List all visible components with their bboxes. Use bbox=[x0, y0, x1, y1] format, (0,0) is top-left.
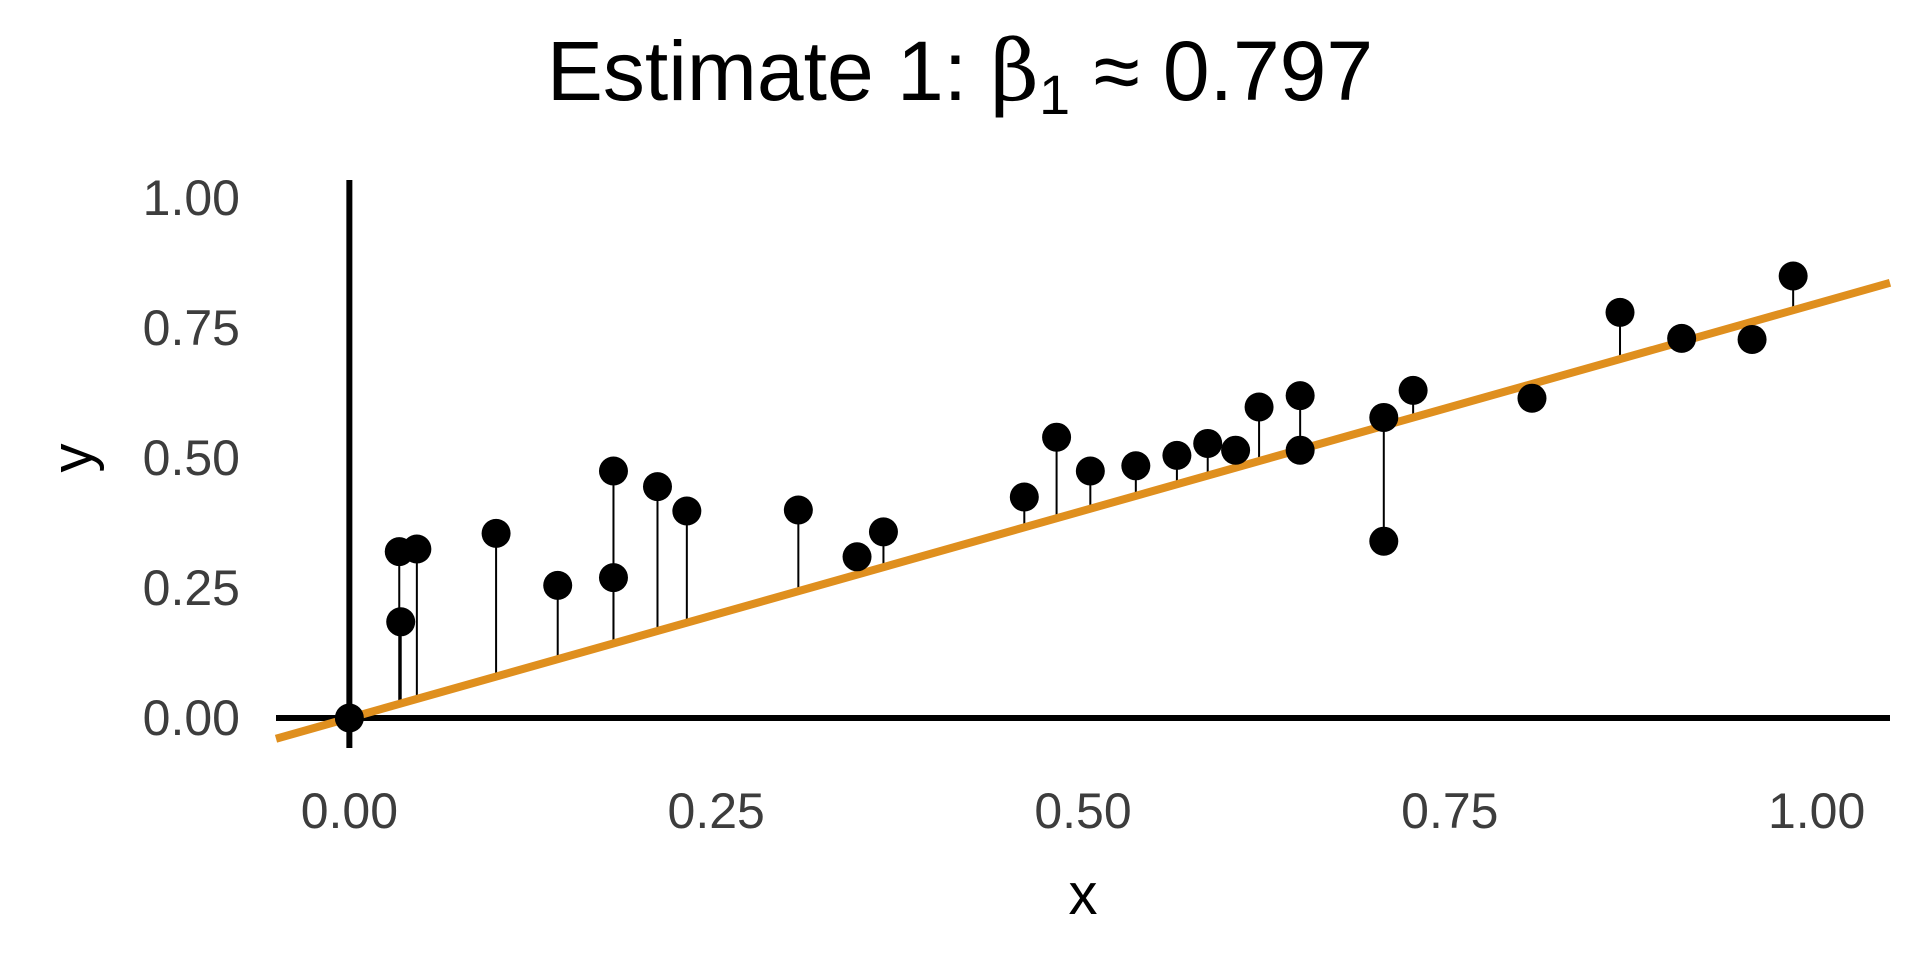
x-axis-title: x bbox=[1069, 862, 1098, 927]
data-point-29 bbox=[1737, 324, 1767, 354]
data-point-18 bbox=[1193, 428, 1223, 458]
chart-title-subscript: 1 bbox=[1039, 63, 1070, 126]
data-point-15 bbox=[1075, 456, 1105, 486]
data-point-10 bbox=[783, 495, 813, 525]
y-tick-label: 0.25 bbox=[143, 560, 240, 616]
data-point-17 bbox=[1162, 440, 1192, 470]
x-tick-label: 0.50 bbox=[1034, 783, 1131, 839]
data-point-12 bbox=[868, 517, 898, 547]
data-point-11 bbox=[842, 542, 872, 572]
y-tick-label: 0.50 bbox=[143, 430, 240, 486]
x-tick-label: 0.00 bbox=[301, 783, 398, 839]
data-point-21 bbox=[1285, 381, 1315, 411]
y-tick-label: 0.75 bbox=[143, 300, 240, 356]
data-point-0 bbox=[334, 703, 364, 733]
x-tick-label: 0.75 bbox=[1401, 783, 1498, 839]
data-point-28 bbox=[1667, 323, 1697, 353]
data-point-4 bbox=[481, 518, 511, 548]
data-point-24 bbox=[1369, 526, 1399, 556]
data-point-14 bbox=[1042, 422, 1072, 452]
data-point-2 bbox=[386, 607, 416, 637]
chart-title-suffix: ≈ 0.797 bbox=[1070, 24, 1373, 118]
data-point-23 bbox=[1369, 402, 1399, 432]
data-point-19 bbox=[1221, 435, 1251, 465]
y-tick-label: 0.00 bbox=[143, 690, 240, 746]
data-point-7 bbox=[598, 563, 628, 593]
data-point-30 bbox=[1778, 261, 1808, 291]
chart-title-prefix: Estimate 1: bbox=[547, 24, 991, 118]
data-point-25 bbox=[1398, 375, 1428, 405]
data-point-20 bbox=[1244, 392, 1274, 422]
data-point-22 bbox=[1285, 435, 1315, 465]
data-point-27 bbox=[1605, 297, 1635, 327]
data-point-5 bbox=[543, 570, 573, 600]
data-point-13 bbox=[1009, 482, 1039, 512]
fit-line bbox=[274, 278, 1892, 743]
data-point-3 bbox=[402, 534, 432, 564]
data-point-8 bbox=[642, 472, 672, 502]
y-tick-label: 1.00 bbox=[143, 170, 240, 226]
data-point-6 bbox=[598, 456, 628, 486]
chart-title-symbol: β bbox=[990, 22, 1039, 120]
data-point-16 bbox=[1121, 451, 1151, 481]
y-axis-title: y bbox=[40, 444, 105, 473]
data-point-26 bbox=[1517, 383, 1547, 413]
chart-title: Estimate 1: β1 ≈ 0.797 bbox=[547, 22, 1373, 126]
data-point-9 bbox=[672, 496, 702, 526]
x-tick-label: 1.00 bbox=[1768, 783, 1865, 839]
x-tick-label: 0.25 bbox=[668, 783, 765, 839]
